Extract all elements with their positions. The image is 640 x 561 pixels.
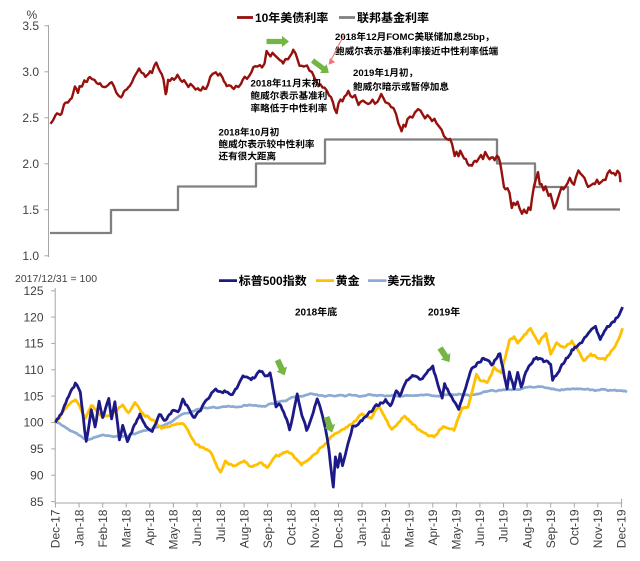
svg-text:Oct-19: Oct-19 — [568, 509, 582, 545]
svg-text:Sep-18: Sep-18 — [261, 509, 275, 548]
svg-text:Jan-18: Jan-18 — [72, 509, 86, 546]
svg-text:2018: 2018 — [335, 32, 357, 43]
svg-text:2.0: 2.0 — [22, 157, 39, 171]
svg-text:100: 100 — [23, 416, 43, 430]
svg-text:Dec-19: Dec-19 — [615, 509, 629, 548]
svg-text:90: 90 — [30, 468, 44, 482]
svg-text:3.5: 3.5 — [22, 19, 39, 33]
svg-text:2019: 2019 — [428, 307, 451, 318]
svg-text:May-19: May-19 — [450, 509, 464, 549]
svg-text:11: 11 — [282, 79, 293, 90]
svg-text:Apr-19: Apr-19 — [426, 509, 440, 545]
svg-text:120: 120 — [23, 310, 43, 324]
svg-text:1.0: 1.0 — [22, 249, 39, 263]
svg-text:2.5: 2.5 — [22, 111, 39, 125]
svg-text:Jun-18: Jun-18 — [190, 509, 204, 546]
svg-text:Mar-19: Mar-19 — [402, 509, 416, 547]
svg-text:Aug-18: Aug-18 — [237, 509, 251, 548]
svg-text:12: 12 — [366, 32, 377, 43]
svg-text:25bp: 25bp — [463, 32, 486, 43]
svg-text:Apr-18: Apr-18 — [143, 509, 157, 545]
svg-text:85: 85 — [30, 495, 44, 509]
svg-text:110: 110 — [24, 363, 43, 377]
svg-text:May-18: May-18 — [167, 509, 181, 549]
svg-text:Jul-18: Jul-18 — [214, 509, 228, 542]
svg-text:Jun-19: Jun-19 — [473, 509, 487, 546]
svg-text:115: 115 — [24, 337, 43, 351]
svg-text:Dec-17: Dec-17 — [49, 509, 63, 548]
svg-text:10: 10 — [250, 128, 261, 139]
svg-text:Oct-18: Oct-18 — [285, 509, 299, 545]
svg-text:Jul-19: Jul-19 — [497, 509, 511, 542]
svg-text:2019: 2019 — [353, 68, 374, 79]
svg-text:10: 10 — [255, 11, 269, 25]
svg-text:2018: 2018 — [251, 79, 273, 90]
svg-text:2018: 2018 — [219, 128, 241, 139]
svg-text:Dec-18: Dec-18 — [332, 509, 346, 548]
svg-text:Jan-19: Jan-19 — [355, 509, 369, 546]
svg-text:105: 105 — [23, 389, 43, 403]
svg-text:125: 125 — [23, 284, 43, 298]
svg-text:1.5: 1.5 — [22, 203, 39, 217]
svg-text:%: % — [27, 8, 38, 22]
svg-text:Nov-19: Nov-19 — [591, 509, 605, 548]
svg-text:2018: 2018 — [295, 307, 318, 318]
svg-text:FOMC: FOMC — [386, 32, 414, 43]
svg-text:95: 95 — [30, 442, 44, 456]
svg-text:Feb-18: Feb-18 — [96, 509, 110, 547]
svg-text:Nov-18: Nov-18 — [308, 509, 322, 548]
svg-text:3.0: 3.0 — [22, 65, 39, 79]
svg-text:2017/12/31 = 100: 2017/12/31 = 100 — [15, 273, 97, 285]
svg-text:1: 1 — [384, 68, 390, 79]
svg-text:Feb-19: Feb-19 — [379, 509, 393, 547]
svg-text:500: 500 — [263, 274, 283, 288]
svg-text:Aug-19: Aug-19 — [520, 509, 534, 548]
svg-text:Mar-18: Mar-18 — [119, 509, 133, 547]
svg-text:Sep-19: Sep-19 — [544, 509, 558, 548]
